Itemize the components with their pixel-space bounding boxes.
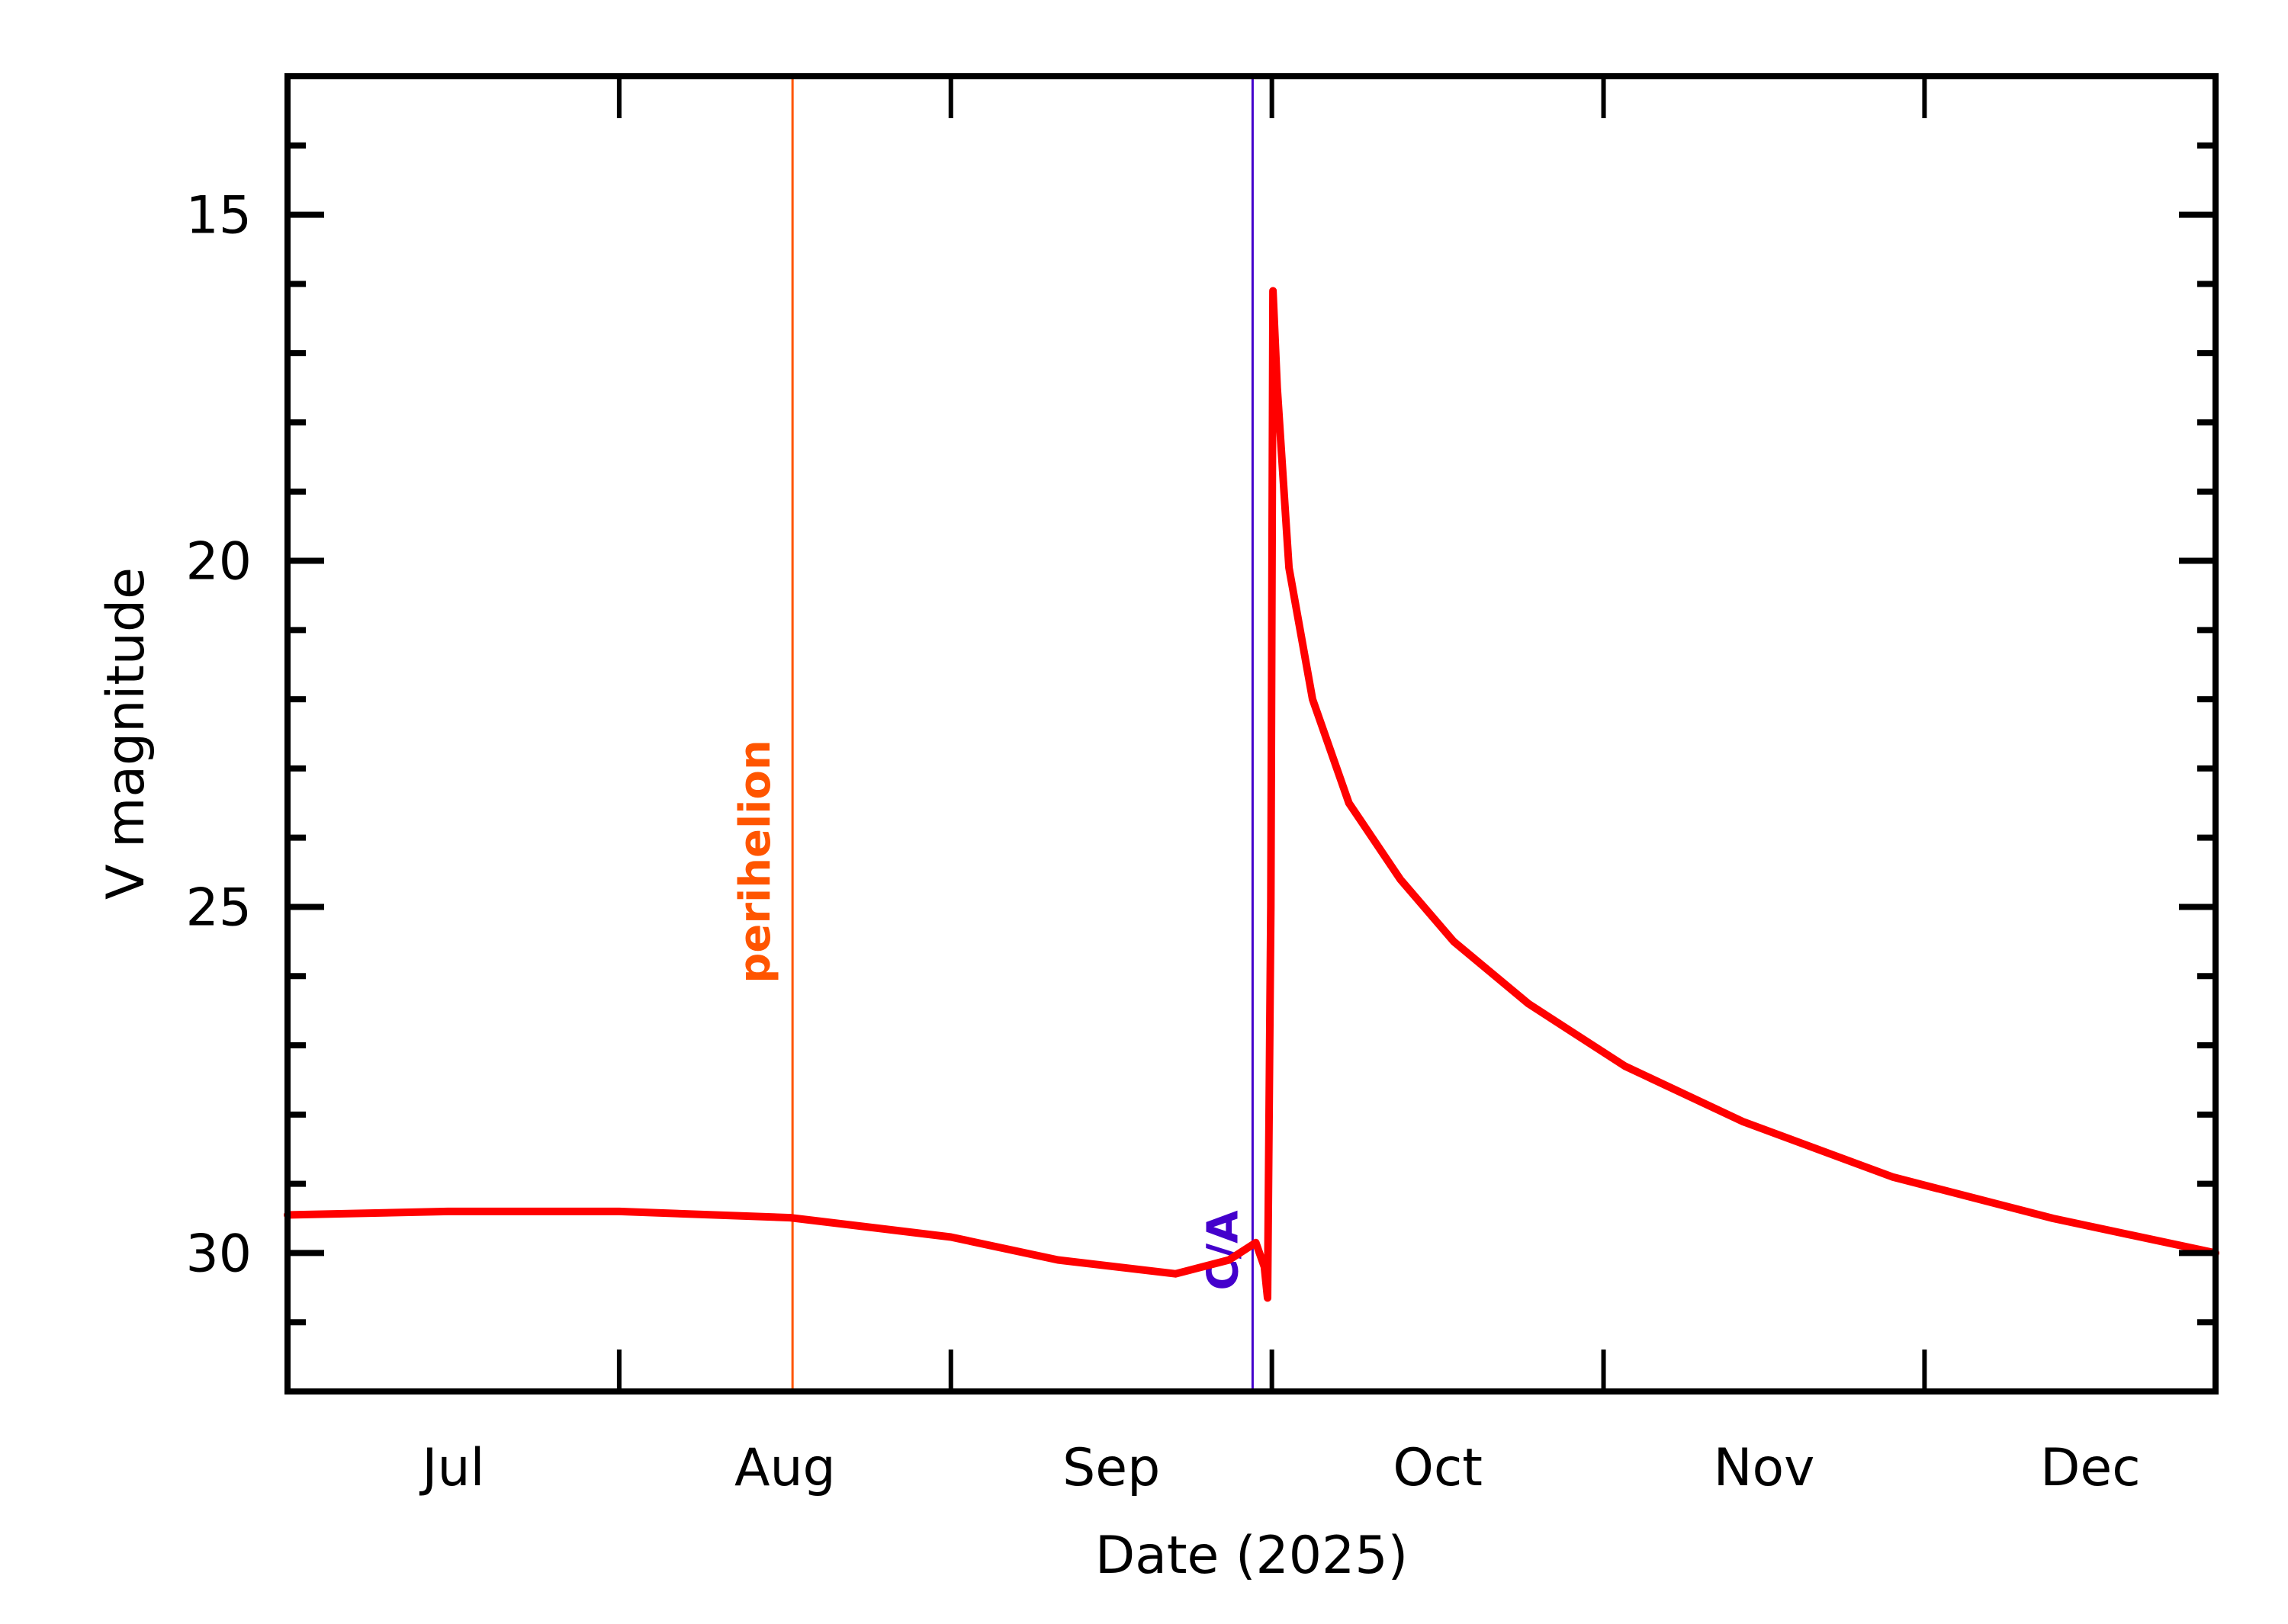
x-tick-label: Dec bbox=[2040, 1438, 2141, 1498]
y-tick-label: 15 bbox=[185, 186, 252, 246]
y-axis-title: V magnitude bbox=[96, 567, 156, 900]
x-tick-label: Sep bbox=[1062, 1438, 1160, 1498]
y-tick-label: 25 bbox=[185, 878, 252, 938]
y-tick-label: 20 bbox=[185, 532, 252, 592]
y-tick-label: 30 bbox=[185, 1224, 252, 1284]
tick-labels: 15 20 25 30 Jul Aug Sep Oct Nov Dec bbox=[185, 186, 2140, 1498]
x-tick-label: Jul bbox=[419, 1438, 484, 1498]
x-tick-label: Oct bbox=[1393, 1438, 1483, 1498]
plot-frame bbox=[284, 73, 2219, 1395]
x-tick-label: Aug bbox=[734, 1438, 836, 1498]
perihelion-label: perihelion bbox=[731, 740, 780, 983]
x-axis-title: Date (2025) bbox=[1095, 1526, 1408, 1586]
x-tick-label: Nov bbox=[1714, 1438, 1815, 1498]
magnitude-curve bbox=[284, 287, 2219, 1302]
